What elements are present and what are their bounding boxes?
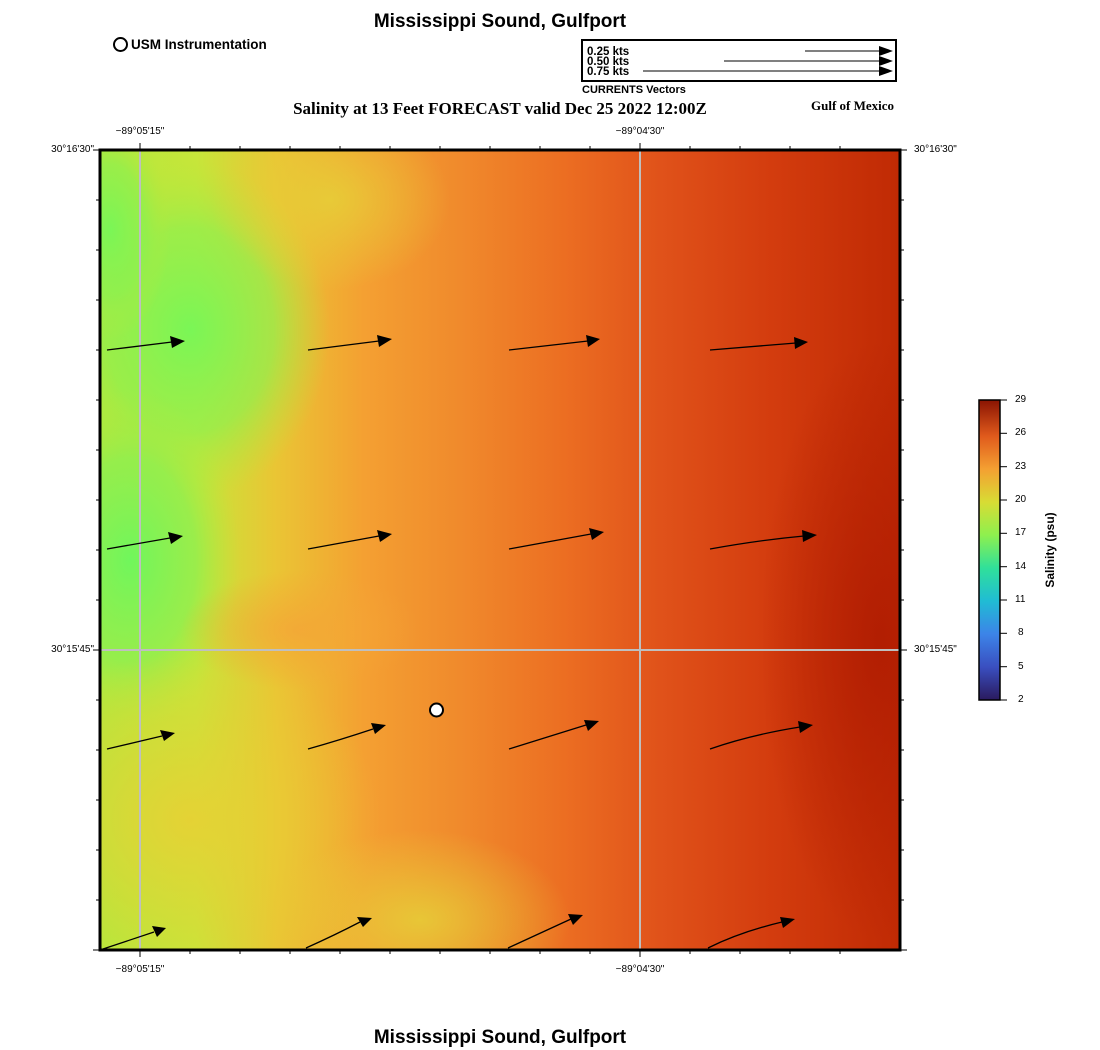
lon-tick-bottom-1: −89°05'15" xyxy=(115,964,165,975)
lon-tick-top-1: −89°05'15" xyxy=(115,126,165,137)
vector-legend-label-2: 0.50 kts xyxy=(587,56,630,68)
colorbar-gradient xyxy=(978,399,1001,701)
vector-legend: 0.25 kts 0.50 kts 0.75 kts xyxy=(581,39,897,82)
usm-marker-icon xyxy=(113,37,128,52)
colorbar-tick-label: 26 xyxy=(1015,427,1027,438)
map-ticks xyxy=(93,143,907,957)
current-vector-arrow xyxy=(508,724,587,750)
lat-tick-left-2: 30°15'45" xyxy=(51,644,94,655)
colorbar-tick-label: 29 xyxy=(1015,394,1027,405)
lon-tick-top-2: −89°04'30" xyxy=(615,126,665,137)
map-footer-title: Mississippi Sound, Gulfport xyxy=(373,1027,627,1048)
current-vector-arrow xyxy=(507,918,572,949)
vector-legend-label-3: 0.75 kts xyxy=(587,66,630,78)
lat-tick-right-1: 30°16'30" xyxy=(914,144,957,155)
usm-legend: USM Instrumentation xyxy=(113,37,267,52)
colorbar-tick-label: 5 xyxy=(1018,661,1024,672)
map-subtitle: Salinity at 13 Feet FORECAST valid Dec 2… xyxy=(293,99,707,118)
colorbar-tick-label: 23 xyxy=(1015,461,1027,472)
usm-legend-label: USM Instrumentation xyxy=(131,37,267,52)
current-vector-arrow xyxy=(709,342,797,351)
region-label: Gulf of Mexico xyxy=(811,98,895,113)
map-title: Mississippi Sound, Gulfport xyxy=(373,11,627,32)
current-vector-arrow xyxy=(106,537,171,550)
vector-legend-arrows xyxy=(643,46,893,76)
current-vector-arrow xyxy=(508,533,592,550)
colorbar-title: Salinity (psu) xyxy=(1043,512,1057,588)
current-vector-arrow xyxy=(307,535,380,550)
current-vector-heads xyxy=(152,335,817,937)
current-vector-arrow xyxy=(307,728,374,750)
current-vector-arrow xyxy=(106,341,173,351)
colorbar-tick-label: 14 xyxy=(1015,561,1027,572)
colorbar-ticks xyxy=(1000,399,1007,701)
colorbar-tick-label: 8 xyxy=(1018,627,1024,638)
colorbar-tick-label: 20 xyxy=(1015,494,1027,505)
colorbar-tick-label: 17 xyxy=(1015,527,1027,538)
colorbar-tick-label: 11 xyxy=(1015,594,1026,605)
current-vector-arrow xyxy=(709,726,801,750)
current-vector-arrow xyxy=(707,921,783,949)
lat-tick-right-2: 30°15'45" xyxy=(914,644,957,655)
current-vector-arrow xyxy=(508,340,589,351)
colorbar-tick-label: 2 xyxy=(1018,694,1024,705)
current-vector-arrow xyxy=(106,735,163,750)
current-vector-arrow xyxy=(709,535,805,550)
usm-station-marker xyxy=(429,702,444,718)
current-vectors xyxy=(102,340,805,950)
lat-tick-left-1: 30°16'30" xyxy=(51,144,94,155)
vector-legend-label-1: 0.25 kts xyxy=(587,46,630,58)
current-vector-arrow xyxy=(307,340,380,351)
vector-legend-title: CURRENTS Vectors xyxy=(582,84,686,96)
current-vector-arrow xyxy=(305,921,361,949)
lon-tick-bottom-2: −89°04'30" xyxy=(615,964,665,975)
current-vector-arrow xyxy=(102,931,155,950)
